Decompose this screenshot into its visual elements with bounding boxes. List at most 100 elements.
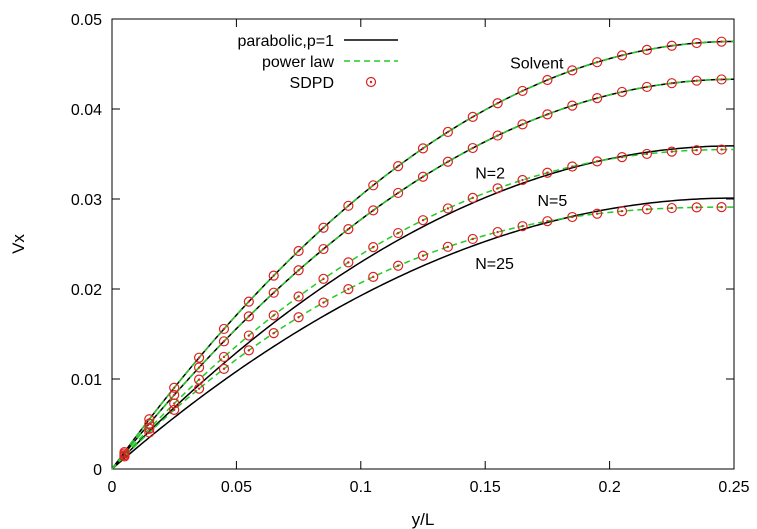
x-tick-label: 0 xyxy=(108,479,117,496)
annotation-n-2: N=2 xyxy=(475,165,505,182)
sdpd-point-n2 xyxy=(368,205,379,216)
sdpd-point-solvent xyxy=(169,382,180,393)
sdpd-point-n25 xyxy=(293,312,304,323)
sdpd-point-n5 xyxy=(243,330,254,341)
sdpd-point-n25 xyxy=(343,284,354,295)
sdpd-point-n25 xyxy=(417,250,429,261)
y-tick-label: 0.01 xyxy=(71,372,102,389)
y-tick-label: 0.03 xyxy=(71,192,102,209)
sdpd-point-n5 xyxy=(716,144,727,155)
sdpd-point-solvent xyxy=(666,40,677,51)
y-tick-label: 0.04 xyxy=(71,102,102,119)
sdpd-point-solvent xyxy=(218,323,230,335)
annotations: Solvent N=2 N=5 N=25 xyxy=(475,56,567,274)
sdpd-point-n25 xyxy=(393,260,404,271)
sdpd-point-solvent xyxy=(492,98,503,109)
sdpd-point-n2 xyxy=(616,86,628,98)
sdpd-point-n25 xyxy=(218,363,230,374)
annotation-solvent: Solvent xyxy=(510,56,564,73)
x-axis-label: y/L xyxy=(412,510,435,529)
legend-label-sdpd: SDPD xyxy=(290,75,334,92)
sdpd-point-n25 xyxy=(467,233,478,245)
x-tick-label: 0.05 xyxy=(221,479,252,496)
sdpd-point-n25 xyxy=(542,216,553,227)
sdpd-point-n25 xyxy=(144,427,155,438)
sdpd-point-n25 xyxy=(442,241,453,252)
sdpd-point-n5 xyxy=(492,183,503,194)
legend-label-power-law: power law xyxy=(262,54,334,71)
sdpd-point-n25 xyxy=(169,404,180,415)
sdpd-point-n2 xyxy=(567,100,578,111)
sdpd-point-solvent xyxy=(343,200,354,211)
sdpd-point-solvent xyxy=(268,270,279,281)
sdpd-point-n2 xyxy=(293,265,304,276)
y-tick-label: 0 xyxy=(93,462,102,479)
parabolic-curve-n5 xyxy=(111,145,735,470)
legend-label-parabolic: parabolic,p=1 xyxy=(237,33,334,50)
sdpd-point-n5 xyxy=(616,152,628,163)
sdpd-point-n5 xyxy=(417,215,429,226)
sdpd-point-n2 xyxy=(517,119,528,130)
sdpd-point-n25 xyxy=(268,328,279,339)
sdpd-point-solvent xyxy=(616,50,628,61)
y-axis-label: Vx xyxy=(9,234,28,254)
sdpd-point-n25 xyxy=(368,271,379,282)
sdpd-point-n2 xyxy=(193,362,205,373)
sdpd-point-n25 xyxy=(318,297,329,308)
sdpd-point-n5 xyxy=(368,242,379,253)
sdpd-point-n2 xyxy=(641,81,653,93)
plot-frame xyxy=(111,18,735,470)
sdpd-point-n5 xyxy=(641,148,653,160)
annotation-n-5: N=5 xyxy=(537,193,567,210)
power-law-curve-n25 xyxy=(111,206,734,470)
sdpd-point-n5 xyxy=(318,273,329,284)
y-tick-label: 0.05 xyxy=(71,12,102,29)
sdpd-point-n5 xyxy=(542,167,553,178)
sdpd-point-n2 xyxy=(666,78,677,89)
x-tick-label: 0.2 xyxy=(598,479,620,496)
sdpd-point-n2 xyxy=(417,171,429,182)
sdpd-point-n2 xyxy=(218,336,230,347)
sdpd-point-solvent xyxy=(318,222,329,233)
axis-ticks xyxy=(111,18,735,470)
sdpd-point-n25 xyxy=(716,202,727,213)
sdpd-point-n5 xyxy=(567,161,578,172)
sdpd-point-solvent xyxy=(716,36,727,47)
sdpd-point-solvent xyxy=(417,143,429,154)
sdpd-point-solvent xyxy=(243,296,254,307)
sdpd-point-n2 xyxy=(318,243,329,255)
sdpd-point-solvent xyxy=(542,74,553,86)
y-tick-labels: 0 0.01 0.02 0.03 0.04 0.05 xyxy=(71,12,102,479)
sdpd-point-n2 xyxy=(393,187,404,199)
legend: parabolic,p=1 power law SDPD xyxy=(237,33,398,92)
sdpd-point-n25 xyxy=(641,204,653,215)
sdpd-point-n5 xyxy=(442,203,453,214)
sdpd-point-n25 xyxy=(666,202,677,214)
sdpd-point-solvent xyxy=(293,245,304,257)
sdpd-markers xyxy=(119,36,727,462)
sdpd-point-solvent xyxy=(442,126,453,138)
sdpd-point-n25 xyxy=(492,226,503,238)
sdpd-point-n5 xyxy=(666,146,677,157)
sdpd-point-solvent xyxy=(517,85,528,97)
parabolic-curve-n25 xyxy=(111,197,735,470)
x-tick-label: 0.1 xyxy=(350,479,372,496)
sdpd-point-n5 xyxy=(193,374,205,385)
sdpd-point-solvent xyxy=(393,161,404,172)
sdpd-point-n2 xyxy=(492,130,503,141)
sdpd-point-n25 xyxy=(616,206,628,217)
sdpd-point-solvent xyxy=(641,44,653,55)
x-tick-labels: 0 0.05 0.1 0.15 0.2 0.25 xyxy=(108,479,750,496)
sdpd-point-n25 xyxy=(567,211,578,223)
sdpd-point-n5 xyxy=(293,291,304,302)
sdpd-point-solvent xyxy=(467,111,478,123)
power-law-curve-n2 xyxy=(111,78,735,470)
sdpd-point-n25 xyxy=(119,451,130,462)
sdpd-point-n2 xyxy=(467,142,478,154)
sdpd-point-n5 xyxy=(467,192,478,203)
sdpd-point-n2 xyxy=(716,74,727,85)
sdpd-point-n2 xyxy=(592,93,603,104)
sdpd-point-n5 xyxy=(517,174,528,186)
sdpd-point-solvent xyxy=(193,352,205,363)
